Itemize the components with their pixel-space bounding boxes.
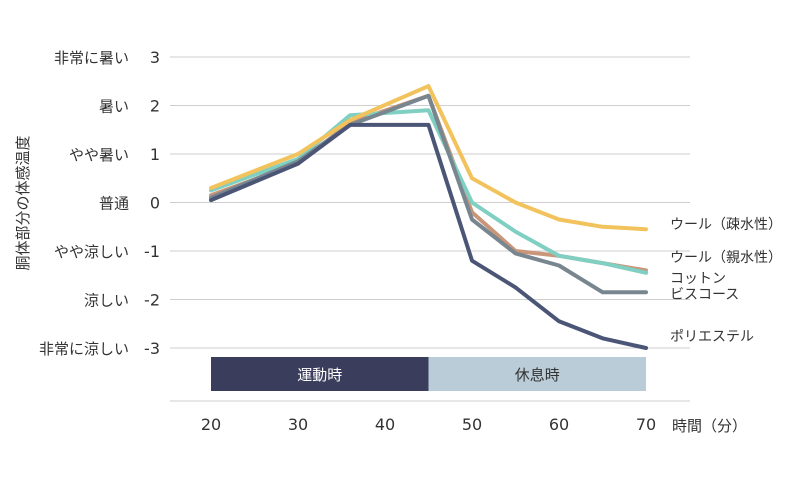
x-tick-label: 40: [375, 415, 395, 434]
y-category-label: 非常に暑い: [54, 49, 129, 67]
y-tick-label: -3: [144, 339, 160, 358]
y-category-label: 暑い: [99, 98, 129, 116]
x-tick-label: 20: [201, 415, 221, 434]
phase-band: [211, 357, 429, 391]
y-category-label: やや暑い: [69, 146, 129, 164]
y-tick-label: 3: [150, 48, 160, 67]
x-tick-label: 60: [549, 415, 569, 434]
x-tick-label: 30: [288, 415, 308, 434]
series-lines: [209, 84, 648, 350]
y-category-label: 非常に涼しい: [39, 340, 129, 358]
series-line: [209, 108, 648, 275]
series-label: コットン: [670, 271, 726, 287]
grid-lines: [170, 56, 690, 402]
series-label: ウール（親水性）: [670, 250, 782, 266]
y-category-label: やや涼しい: [54, 243, 129, 261]
y-tick-label: 0: [150, 194, 160, 213]
y-tick-label: -1: [144, 242, 160, 261]
y-tick-label: 2: [150, 97, 160, 116]
x-tick-label: 70: [636, 415, 656, 434]
x-axis-title: 時間（分）: [672, 417, 747, 435]
y-tick-label: 1: [150, 145, 160, 164]
phase-label: 休息時: [515, 366, 560, 384]
axis-labels: 3 非常に暑い 2 暑い 1 やや暑い 0 普通 -1 やや涼しい -2 涼しい -3 非常に涼しい 20 3…: [39, 48, 782, 434]
y-category-label: 普通: [99, 195, 129, 213]
y-axis-title: 胴体部分の体感温度: [14, 135, 32, 270]
y-tick-label: -2: [144, 291, 160, 310]
phase-band: [428, 357, 646, 391]
series-line: [209, 84, 648, 232]
series-label: ウール（疎水性）: [670, 217, 782, 233]
phase-label: 運動時: [297, 366, 342, 384]
x-tick-label: 50: [462, 415, 482, 434]
series-label: ビスコース: [670, 287, 739, 303]
y-category-label: 涼しい: [84, 292, 129, 310]
series-line: [209, 93, 648, 273]
series-label: ポリエステル: [670, 329, 754, 345]
phase-bands: 運動時 休息時: [211, 357, 646, 391]
series-line: [209, 122, 648, 350]
